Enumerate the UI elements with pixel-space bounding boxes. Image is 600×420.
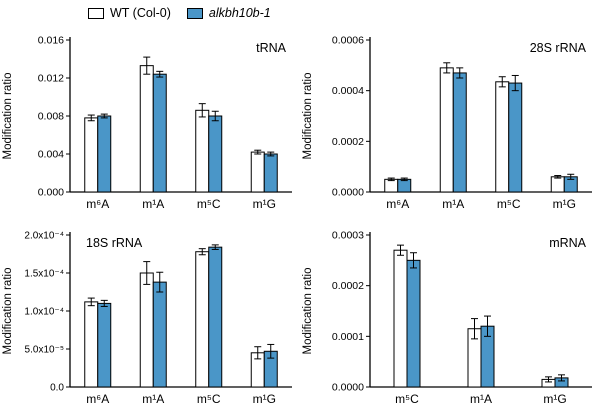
bar-wt: [195, 251, 210, 388]
x-category-label: m⁵C: [197, 197, 221, 211]
y-axis-label: Modification ratio: [2, 73, 14, 160]
legend-label-wt: WT (Col-0): [110, 6, 171, 20]
y-tick-label: 5.0x10⁻⁵: [25, 345, 64, 356]
y-tick-label: 0.0001: [332, 331, 364, 343]
legend-label-ko: alkbh10b-1: [208, 6, 271, 20]
y-tick-label: 0.012: [38, 73, 64, 85]
y-tick-label: 0.0004: [332, 85, 364, 97]
x-category-label: m¹G: [253, 197, 276, 211]
bar-wt: [495, 81, 510, 193]
y-axis-label: Modification ratio: [302, 73, 314, 160]
panel-title: mRNA: [549, 236, 586, 250]
chart-panel-mrna: 0.0000 0.0001 0.0002 0.0003 Modification rat…: [302, 230, 592, 406]
bar-ko: [97, 115, 112, 193]
x-category-label: m⁵C: [395, 392, 419, 406]
bar-wt: [550, 176, 565, 193]
bar-wt: [139, 65, 154, 193]
legend-swatch-wt: [88, 7, 104, 19]
y-axis-label: Modification ratio: [2, 268, 14, 355]
bar-ko: [452, 72, 467, 193]
x-category-label: m⁶A: [86, 197, 109, 211]
panel-title: 28S rRNA: [530, 41, 587, 55]
x-category-label: m¹G: [253, 392, 276, 406]
bar-wt: [439, 67, 454, 193]
bar-wt: [84, 301, 99, 388]
bar-wt: [250, 151, 265, 193]
y-tick-label: 0.0003: [332, 230, 364, 242]
x-category-label: m¹A: [442, 197, 464, 211]
panel-title: 18S rRNA: [86, 236, 143, 250]
panel-title: tRNA: [256, 41, 287, 55]
y-tick-label: 0.004: [38, 149, 64, 161]
bar-ko: [97, 302, 112, 388]
y-tick-label: 0.0000: [332, 382, 364, 394]
bar-ko: [397, 178, 412, 193]
bar-wt: [384, 178, 399, 193]
y-axis-label: Modification ratio: [302, 268, 314, 355]
y-tick-label: 1.0x10⁻⁴: [24, 307, 64, 318]
chart-grid: 0.000 0.004 0.008 0.012 0.016 Modification ra…: [0, 26, 600, 416]
x-category-label: m¹A: [142, 392, 164, 406]
bar-wt: [195, 109, 210, 193]
bar-ko: [508, 82, 523, 193]
y-tick-label: 0.0000: [332, 187, 364, 199]
chart-panel-trna: 0.000 0.004 0.008 0.012 0.016 Modification ra…: [2, 35, 292, 211]
chart-panel-rrna28s: 0.0000 0.0002 0.0004 0.0006 Modification rat…: [302, 35, 592, 211]
bar-wt: [139, 272, 154, 388]
legend-swatch-ko: [186, 7, 203, 19]
x-category-label: m⁵C: [197, 392, 221, 406]
bar-wt: [84, 117, 99, 193]
bar-ko: [152, 281, 167, 388]
bar-ko: [263, 153, 278, 193]
bar-ko: [208, 115, 223, 193]
x-category-label: m¹G: [553, 197, 576, 211]
x-category-label: m⁶A: [386, 197, 409, 211]
bar-ko: [152, 73, 167, 193]
bar-ko: [208, 246, 223, 388]
y-tick-label: 0.008: [38, 111, 64, 123]
y-tick-label: 0.0002: [332, 280, 364, 292]
x-category-label: m¹A: [142, 197, 164, 211]
legend: WT (Col-0) alkbh10b-1: [0, 0, 600, 26]
x-category-label: m⁵C: [497, 197, 521, 211]
y-tick-label: 0.016: [38, 35, 64, 47]
y-tick-label: 0.000: [38, 187, 64, 199]
x-category-label: m¹A: [470, 392, 492, 406]
x-category-label: m⁶A: [86, 392, 109, 406]
y-tick-label: 1.5x10⁻⁴: [24, 269, 64, 280]
y-tick-label: 0.0006: [332, 35, 364, 47]
bar-ko: [406, 259, 421, 388]
y-tick-label: 0.0: [50, 383, 64, 394]
bar-wt: [393, 249, 408, 388]
y-tick-label: 2.0x10⁻⁴: [24, 231, 64, 242]
chart-panel-rrna18s: 0.0 5.0x10⁻⁵ 1.0x10⁻⁴ 1.5x10⁻⁴ 2.0x10⁻⁴ Modif…: [2, 231, 292, 406]
x-category-label: m¹G: [543, 392, 566, 406]
y-tick-label: 0.0002: [332, 136, 364, 148]
